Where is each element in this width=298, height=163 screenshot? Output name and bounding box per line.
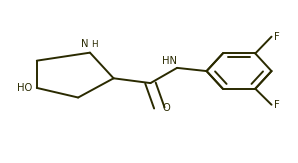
- Text: F: F: [274, 32, 280, 42]
- Text: F: F: [274, 100, 280, 110]
- Text: H: H: [91, 40, 98, 49]
- Text: HN: HN: [162, 56, 177, 66]
- Text: O: O: [162, 103, 170, 113]
- Text: N: N: [81, 39, 89, 49]
- Text: HO: HO: [17, 83, 32, 93]
